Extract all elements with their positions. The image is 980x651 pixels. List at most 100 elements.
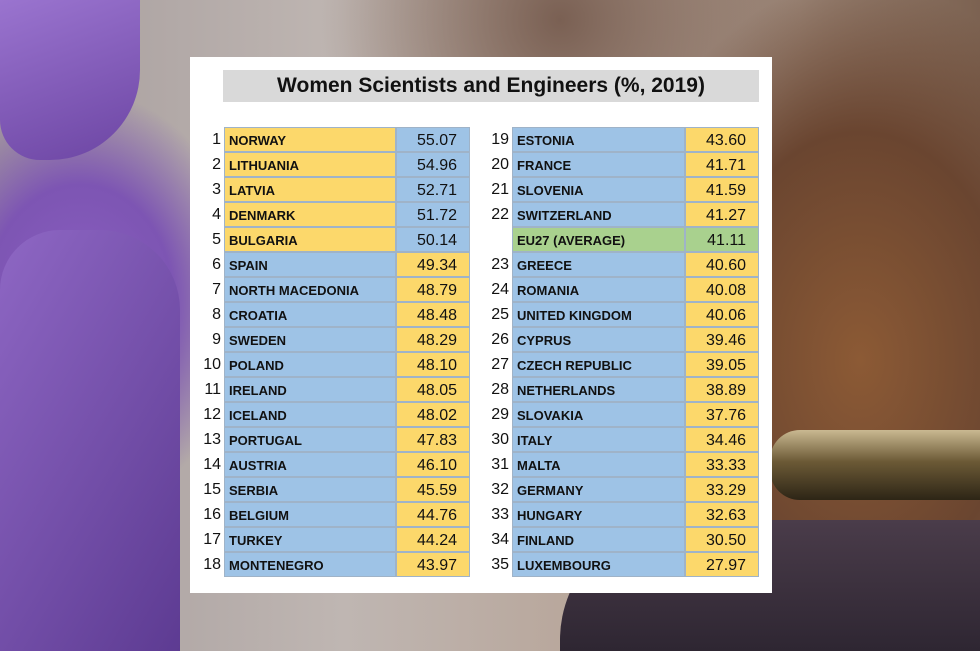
percentage-value-cell: 40.08 [685,277,759,302]
country-name-cell: NORTH MACEDONIA [224,277,396,302]
rank-number: 11 [204,381,221,398]
country-name-cell: SERBIA [224,477,396,502]
percentage-value-cell: 46.10 [396,452,470,477]
rank-number: 29 [491,406,509,423]
table-title: Women Scientists and Engineers (%, 2019) [223,70,759,102]
rank-number: 34 [491,531,509,548]
percentage-value-cell: 48.79 [396,277,470,302]
percentage-value-cell: 41.11 [685,227,759,252]
percentage-value-cell: 45.59 [396,477,470,502]
percentage-value-cell: 27.97 [685,552,759,577]
country-name-cell: GREECE [512,252,685,277]
country-name-cell: SWEDEN [224,327,396,352]
country-name-cell: NORWAY [224,127,396,152]
percentage-value-cell: 34.46 [685,427,759,452]
percentage-value-cell: 44.76 [396,502,470,527]
country-name-cell: BULGARIA [224,227,396,252]
rank-number: 5 [212,231,221,248]
percentage-value-cell: 41.59 [685,177,759,202]
country-name-cell: BELGIUM [224,502,396,527]
country-name-cell: SPAIN [224,252,396,277]
percentage-value-cell: 54.96 [396,152,470,177]
percentage-value-cell: 30.50 [685,527,759,552]
purple-glove-hand [0,230,180,651]
country-name-cell: TURKEY [224,527,396,552]
rank-number: 33 [491,506,509,523]
rank-number: 32 [491,481,509,498]
percentage-value-cell: 50.14 [396,227,470,252]
percentage-value-cell: 48.10 [396,352,470,377]
percentage-value-cell: 38.89 [685,377,759,402]
country-name-cell: ICELAND [224,402,396,427]
percentage-value-cell: 48.48 [396,302,470,327]
percentage-value-cell: 48.05 [396,377,470,402]
country-name-cell: CZECH REPUBLIC [512,352,685,377]
rank-number: 27 [491,356,509,373]
rank-number: 4 [212,206,221,223]
percentage-value-cell: 49.34 [396,252,470,277]
country-name-cell: GERMANY [512,477,685,502]
country-name-cell: CYPRUS [512,327,685,352]
percentage-value-cell: 40.60 [685,252,759,277]
percentage-value-cell: 37.76 [685,402,759,427]
country-name-cell: CROATIA [224,302,396,327]
rank-number: 17 [203,531,221,548]
rank-number: 28 [491,381,509,398]
rank-number: 14 [203,456,221,473]
country-name-cell: DENMARK [224,202,396,227]
rank-number: 16 [203,506,221,523]
percentage-value-cell: 51.72 [396,202,470,227]
percentage-value-cell: 44.24 [396,527,470,552]
country-name-cell: ESTONIA [512,127,685,152]
country-name-cell: IRELAND [224,377,396,402]
percentage-value-cell: 39.05 [685,352,759,377]
country-name-cell: FINLAND [512,527,685,552]
country-name-cell: MONTENEGRO [224,552,396,577]
percentage-value-cell: 47.83 [396,427,470,452]
rank-number: 35 [491,556,509,573]
rank-number: 13 [203,431,221,448]
country-name-cell: SWITZERLAND [512,202,685,227]
country-name-cell: PORTUGAL [224,427,396,452]
country-name-cell: NETHERLANDS [512,377,685,402]
percentage-value-cell: 43.60 [685,127,759,152]
rank-number: 24 [491,281,509,298]
country-name-cell: MALTA [512,452,685,477]
country-name-cell: AUSTRIA [224,452,396,477]
rank-number: 23 [491,256,509,273]
country-name-cell: HUNGARY [512,502,685,527]
country-name-cell: POLAND [224,352,396,377]
rank-number: 25 [491,306,509,323]
country-name-cell: LITHUANIA [224,152,396,177]
rank-number: 2 [212,156,221,173]
rank-number: 7 [212,281,221,298]
percentage-value-cell: 55.07 [396,127,470,152]
rank-number: 10 [203,356,221,373]
rank-number: 3 [212,181,221,198]
percentage-value-cell: 33.29 [685,477,759,502]
metal-rod [770,430,980,500]
country-name-cell: ROMANIA [512,277,685,302]
rank-number: 19 [491,131,509,148]
country-name-cell: SLOVAKIA [512,402,685,427]
percentage-value-cell: 39.46 [685,327,759,352]
country-name-cell: ITALY [512,427,685,452]
percentage-value-cell: 41.27 [685,202,759,227]
rank-number: 12 [203,406,221,423]
rank-number: 26 [491,331,509,348]
percentage-value-cell: 48.02 [396,402,470,427]
rank-number: 8 [212,306,221,323]
country-name-cell: UNITED KINGDOM [512,302,685,327]
rank-number: 6 [212,256,221,273]
rank-number: 21 [491,181,509,198]
percentage-value-cell: 52.71 [396,177,470,202]
country-name-cell: LUXEMBOURG [512,552,685,577]
country-name-cell: FRANCE [512,152,685,177]
rank-number: 9 [212,331,221,348]
rank-number: 15 [203,481,221,498]
country-name-cell: LATVIA [224,177,396,202]
country-name-cell: SLOVENIA [512,177,685,202]
country-name-cell: EU27 (AVERAGE) [512,227,685,252]
rank-number: 1 [212,131,221,148]
percentage-value-cell: 32.63 [685,502,759,527]
